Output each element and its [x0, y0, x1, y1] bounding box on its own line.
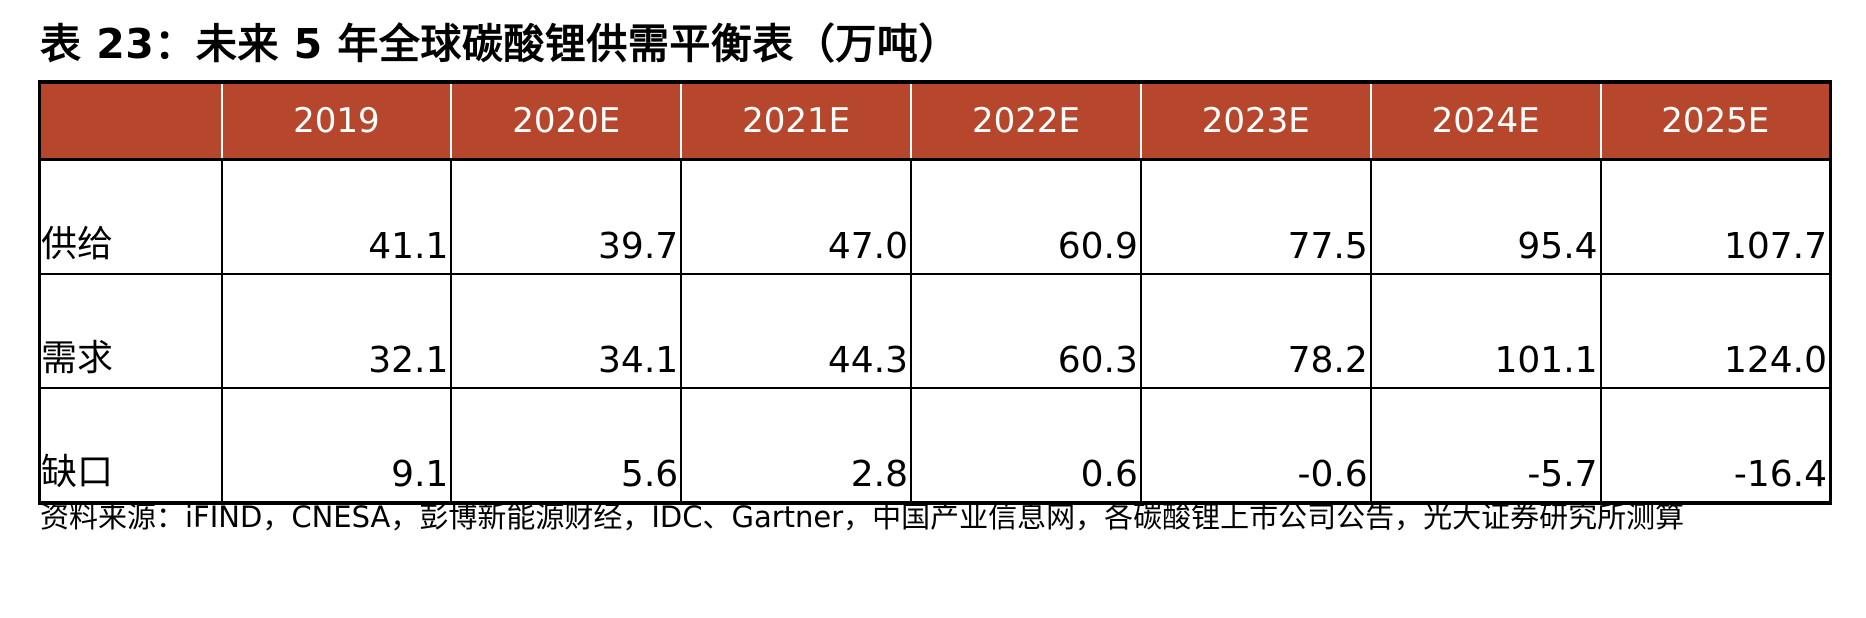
table-cell: 41.1 — [221, 159, 453, 275]
table-cell: 95.4 — [1370, 159, 1602, 275]
header-cell-2019: 2019 — [221, 82, 453, 161]
header-cell-2024e: 2024E — [1370, 82, 1602, 161]
table-cell: 124.0 — [1600, 274, 1831, 389]
source-note: 资料来源：iFIND，CNESA，彭博新能源财经，IDC、Gartner，中国产… — [40, 500, 1685, 534]
table-title: 表 23：未来 5 年全球碳酸锂供需平衡表（万吨） — [40, 20, 960, 68]
table-cell: 60.9 — [911, 159, 1142, 275]
row-label: 供给 — [39, 159, 223, 275]
row-label: 需求 — [39, 274, 223, 389]
table-cell: -0.6 — [1140, 388, 1372, 503]
table-cell: 60.3 — [911, 274, 1142, 389]
table-cell: 77.5 — [1140, 159, 1372, 275]
table-cell: 44.3 — [681, 274, 913, 389]
table-row-gap: 缺口 9.1 5.6 2.8 0.6 -0.6 -5.7 -16.4 — [39, 388, 1831, 503]
table-row-supply: 供给 41.1 39.7 47.0 60.9 77.5 95.4 107.7 — [39, 159, 1831, 275]
table-cell: 2.8 — [681, 388, 913, 503]
table-cell: 9.1 — [221, 388, 453, 503]
table-row-demand: 需求 32.1 34.1 44.3 60.3 78.2 101.1 124.0 — [39, 274, 1831, 389]
header-cell-corner — [39, 82, 223, 161]
header-row: 2019 2020E 2021E 2022E 2023E 2024E 2025E — [39, 82, 1831, 161]
header-cell-2025e: 2025E — [1600, 82, 1831, 161]
supply-demand-table-container: 2019 2020E 2021E 2022E 2023E 2024E 2025E… — [38, 80, 1832, 505]
table-cell: -16.4 — [1733, 454, 1827, 495]
header-cell-2023e: 2023E — [1140, 82, 1372, 161]
header-cell-2021e: 2021E — [681, 82, 913, 161]
table-cell: 34.1 — [451, 274, 683, 389]
table-cell: 5.6 — [451, 388, 683, 503]
table-cell: 47.0 — [681, 159, 913, 275]
table-cell: 107.7 — [1600, 159, 1831, 275]
table-cell: 0.6 — [911, 388, 1142, 503]
header-cell-2020e: 2020E — [451, 82, 683, 161]
header-cell-2022e: 2022E — [911, 82, 1142, 161]
row-label: 缺口 — [39, 388, 223, 503]
table-cell: -5.7 — [1370, 388, 1602, 503]
table-cell: 32.1 — [221, 274, 453, 389]
supply-demand-table: 2019 2020E 2021E 2022E 2023E 2024E 2025E… — [38, 80, 1832, 505]
table-cell: 78.2 — [1140, 274, 1372, 389]
table-cell: 101.1 — [1370, 274, 1602, 389]
table-cell: 39.7 — [451, 159, 683, 275]
